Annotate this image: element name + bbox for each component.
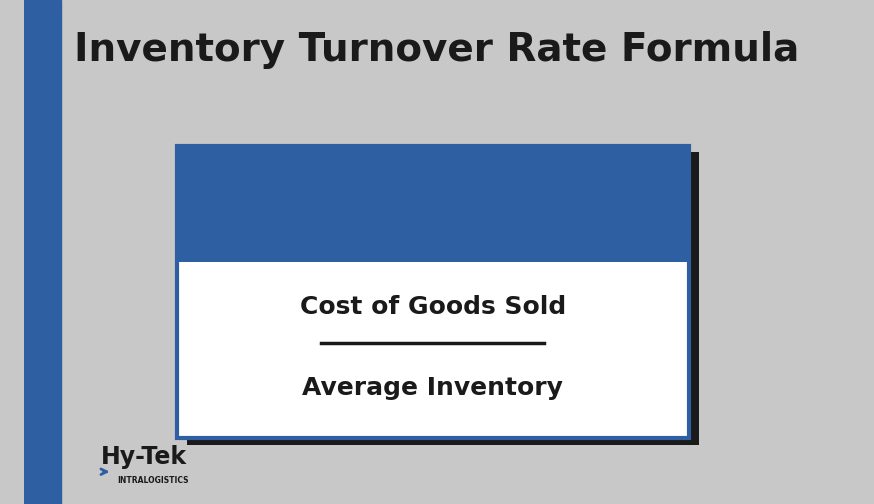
- Bar: [187, 152, 699, 445]
- Text: Hy-Tek: Hy-Tek: [101, 445, 187, 469]
- Text: Average Inventory: Average Inventory: [302, 376, 564, 400]
- Bar: [177, 146, 689, 262]
- Text: Cost of Goods Sold: Cost of Goods Sold: [300, 295, 566, 320]
- Bar: [24, 0, 61, 504]
- Text: INTRALOGISTICS: INTRALOGISTICS: [117, 476, 189, 485]
- Text: Inventory Turnover Rate: Inventory Turnover Rate: [224, 190, 642, 219]
- Bar: [177, 146, 689, 438]
- Text: Inventory Turnover Rate Formula: Inventory Turnover Rate Formula: [74, 31, 800, 70]
